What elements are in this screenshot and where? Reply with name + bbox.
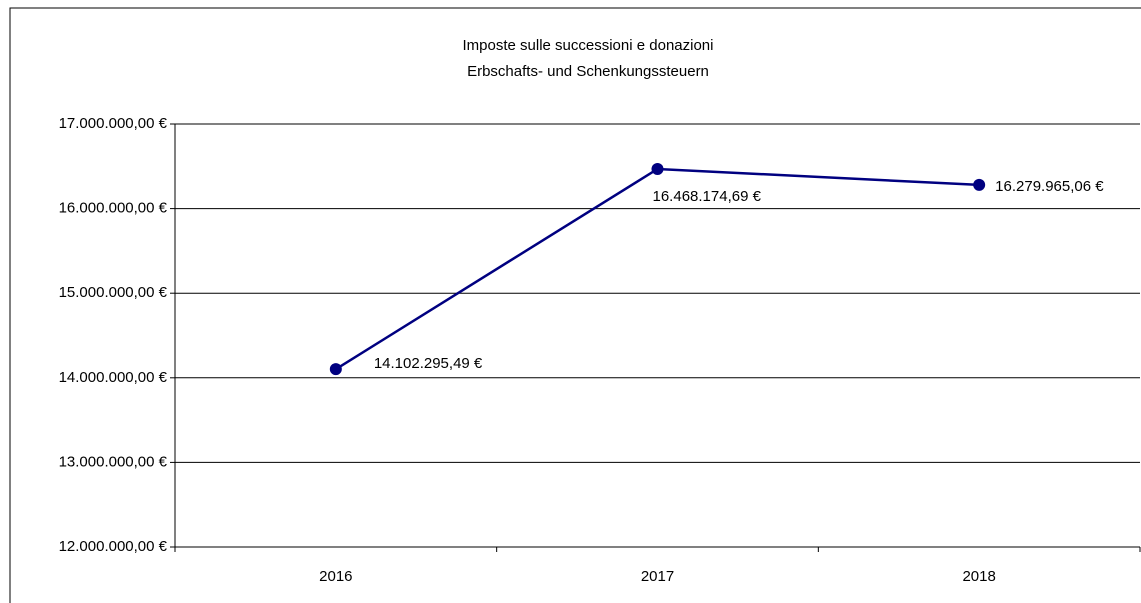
data-label: 14.102.295,49 €	[374, 355, 483, 372]
data-point	[329, 363, 342, 376]
chart-frame	[9, 7, 1141, 603]
y-tick-label: 12.000.000,00 €	[59, 538, 168, 555]
data-point	[973, 178, 986, 191]
x-tick-label: 2018	[962, 568, 995, 585]
chart-title: Imposte sulle successioni e donazioni	[463, 37, 714, 54]
y-tick-label: 14.000.000,00 €	[59, 369, 168, 386]
x-tick-label: 2017	[641, 568, 674, 585]
chart-subtitle: Erbschafts- und Schenkungssteuern	[467, 63, 709, 80]
y-tick-label: 15.000.000,00 €	[59, 284, 168, 301]
x-tick-label: 2016	[319, 568, 352, 585]
y-tick-label: 16.000.000,00 €	[59, 200, 168, 217]
y-tick-label: 13.000.000,00 €	[59, 453, 168, 470]
data-point	[651, 162, 664, 175]
data-label: 16.468.174,69 €	[653, 188, 762, 205]
y-tick-label: 17.000.000,00 €	[59, 115, 168, 132]
data-label: 16.279.965,06 €	[995, 178, 1104, 195]
